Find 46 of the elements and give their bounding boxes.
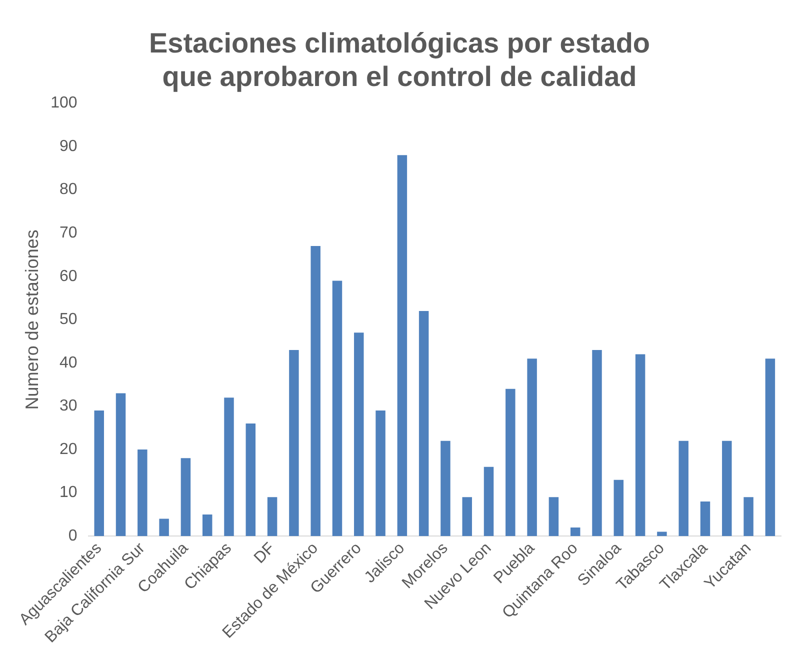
bar — [180, 458, 191, 536]
y-tick-label: 40 — [60, 354, 78, 372]
bar — [548, 497, 559, 536]
y-tick-label: 50 — [60, 311, 78, 328]
bar — [484, 466, 494, 536]
bar — [635, 354, 646, 536]
y-tick-label: 20 — [60, 440, 78, 458]
bar — [765, 358, 776, 536]
y-tick-label: 100 — [50, 94, 78, 112]
bar — [224, 398, 234, 536]
y-tick-label: 60 — [60, 268, 78, 285]
bar — [159, 518, 169, 536]
bar — [592, 350, 602, 536]
bar — [397, 155, 408, 536]
bar — [722, 440, 732, 536]
bar — [657, 532, 667, 536]
bar — [267, 497, 278, 536]
bar — [246, 424, 256, 536]
bar — [614, 480, 624, 536]
bar — [354, 332, 364, 536]
bar — [744, 497, 754, 536]
y-tick-label: 10 — [60, 484, 78, 502]
bar — [700, 501, 710, 536]
bar — [138, 450, 148, 536]
bar — [376, 410, 386, 536]
bar — [527, 358, 537, 536]
bar — [202, 514, 212, 536]
y-tick-label: 80 — [60, 181, 78, 198]
bar — [289, 350, 299, 536]
bar — [418, 310, 429, 536]
bar — [570, 527, 580, 536]
y-tick-label: 30 — [60, 398, 78, 415]
chart-title: Estaciones climatológicas por estado que aprobaron el control de calidad — [148, 28, 650, 92]
bar — [332, 280, 342, 536]
bar — [94, 410, 104, 536]
x-tick-label: DF — [251, 540, 278, 567]
y-tick-label: 0 — [68, 528, 78, 545]
y-axis-title: Numero de estaciones — [22, 230, 42, 410]
y-tick-label: 90 — [60, 138, 78, 155]
bar — [116, 393, 126, 536]
bar — [440, 440, 450, 536]
bar — [462, 497, 472, 536]
y-tick-label: 70 — [60, 224, 78, 242]
bar — [678, 440, 688, 536]
bar — [310, 246, 320, 536]
bar — [506, 388, 516, 536]
